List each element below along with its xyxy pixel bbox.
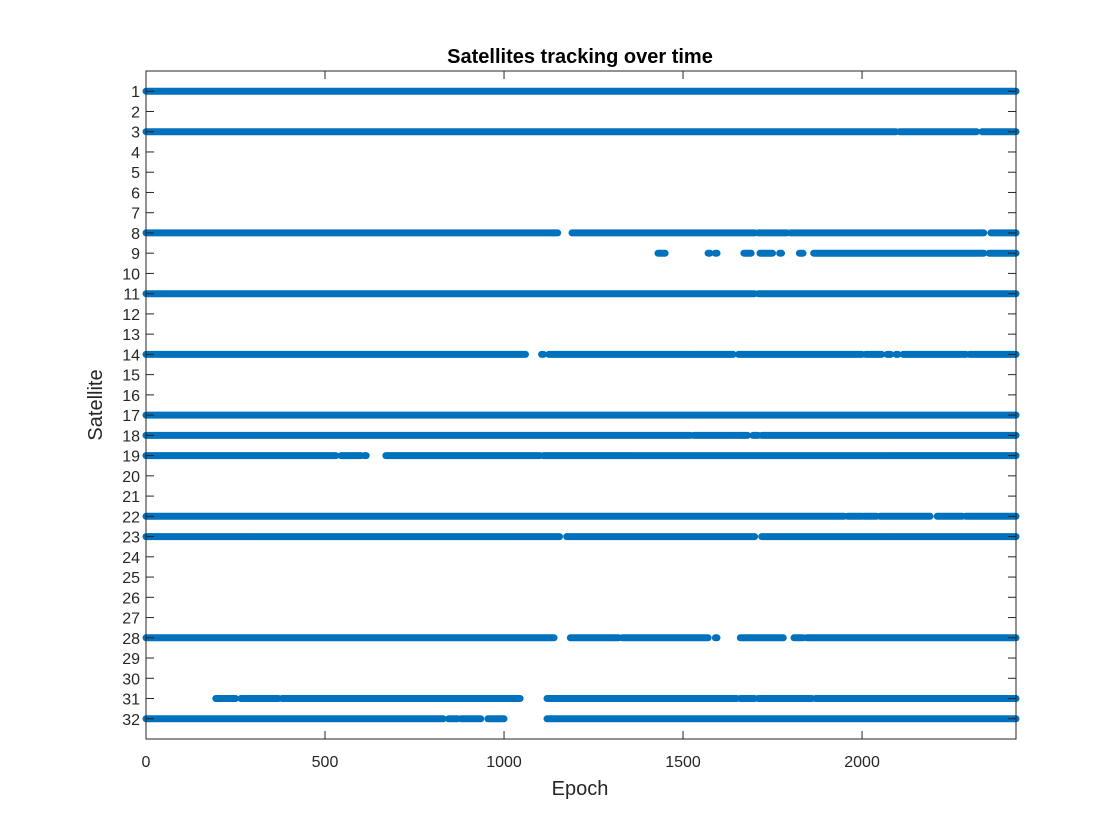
y-tick-label: 14 xyxy=(122,347,140,364)
y-tick-label: 17 xyxy=(122,408,140,425)
y-tick-label: 25 xyxy=(122,570,140,587)
y-tick-label: 11 xyxy=(123,287,140,304)
y-tick-label: 29 xyxy=(122,651,140,668)
y-tick-label: 4 xyxy=(131,145,140,162)
y-tick-label: 27 xyxy=(122,611,140,628)
y-axis: 1234567891011121314151617181920212223242… xyxy=(122,84,1016,729)
x-tick-label: 500 xyxy=(312,754,339,771)
y-tick-label: 7 xyxy=(131,206,140,223)
chart-title: Satellites tracking over time xyxy=(447,46,713,68)
plot-area xyxy=(146,71,1016,739)
x-tick-label: 1000 xyxy=(486,754,522,771)
y-tick-label: 8 xyxy=(131,226,140,243)
y-tick-label: 30 xyxy=(122,671,140,688)
x-tick-label: 2000 xyxy=(844,754,880,771)
y-tick-label: 5 xyxy=(131,165,140,182)
y-tick-label: 2 xyxy=(131,104,140,121)
y-tick-label: 26 xyxy=(122,590,140,607)
y-tick-label: 1 xyxy=(131,84,140,101)
y-tick-label: 21 xyxy=(122,489,140,506)
y-tick-label: 23 xyxy=(122,530,140,547)
y-tick-label: 22 xyxy=(122,509,140,526)
x-axis: 0 500 1000 1500 2000 xyxy=(142,71,880,771)
satellite-tracks xyxy=(142,87,1020,723)
y-tick-label: 28 xyxy=(122,631,140,648)
y-tick-label: 18 xyxy=(122,428,140,445)
y-tick-label: 31 xyxy=(122,692,140,709)
y-tick-label: 19 xyxy=(122,449,140,466)
y-axis-label: Satellite xyxy=(85,369,107,440)
y-tick-label: 32 xyxy=(122,712,140,729)
y-tick-label: 6 xyxy=(131,185,140,202)
y-tick-label: 15 xyxy=(122,368,140,385)
y-tick-label: 24 xyxy=(122,550,140,567)
x-tick-label: 1500 xyxy=(665,754,701,771)
x-tick-label: 0 xyxy=(142,754,151,771)
y-tick-label: 9 xyxy=(131,246,140,263)
x-axis-label: Epoch xyxy=(552,778,609,800)
axes-box xyxy=(145,70,1017,740)
y-tick-label: 13 xyxy=(122,327,140,344)
y-tick-label: 3 xyxy=(131,125,140,142)
y-tick-label: 20 xyxy=(122,469,140,486)
y-tick-label: 12 xyxy=(122,307,140,324)
y-tick-label: 16 xyxy=(122,388,140,405)
y-tick-label: 10 xyxy=(122,266,140,283)
